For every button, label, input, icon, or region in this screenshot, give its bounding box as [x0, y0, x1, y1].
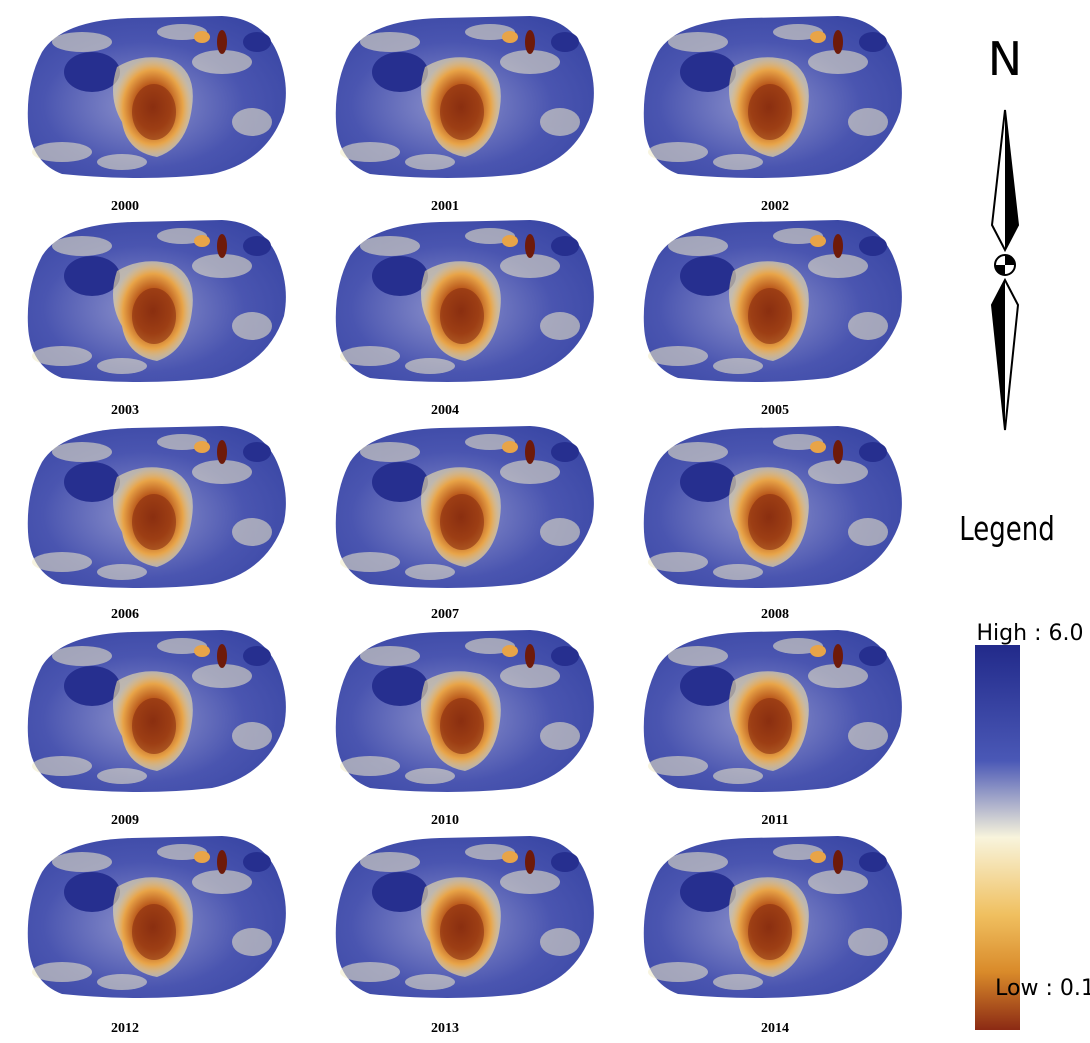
map-panel: [644, 426, 902, 588]
year-label: 2004: [431, 403, 459, 418]
year-label: 2000: [111, 199, 139, 214]
year-label: 2003: [111, 403, 139, 418]
legend: Legend High : 6.0 Low : 0.1: [959, 510, 1090, 1030]
year-label: 2008: [761, 607, 789, 622]
map-panel: [28, 630, 286, 792]
north-label: N: [988, 32, 1022, 86]
year-label: 2007: [431, 607, 459, 622]
legend-high: High : 6.0: [977, 621, 1084, 646]
legend-low: Low : 0.1: [995, 976, 1090, 1001]
map-panel: [644, 220, 902, 382]
map-panel: [644, 16, 902, 178]
map-panel: [336, 836, 594, 998]
figure: 2000 2001 2002 2003 2004 2005 2006 2007 2008 2009…: [0, 0, 1090, 1043]
map-panels: 2000 2001 2002 2003 2004 2005 2006 2007 2008 2009…: [28, 16, 902, 1036]
map-panel: [644, 836, 902, 998]
map-panel: [336, 426, 594, 588]
year-label: 2002: [761, 199, 789, 214]
map-panel: [336, 16, 594, 178]
map-panel: [336, 220, 594, 382]
north-arrow: N: [988, 32, 1022, 430]
year-label: 2013: [431, 1021, 459, 1036]
year-label: 2006: [111, 607, 139, 622]
year-label: 2005: [761, 403, 789, 418]
year-label: 2001: [431, 199, 459, 214]
year-label: 2014: [761, 1021, 789, 1036]
year-label: 2009: [111, 813, 139, 828]
map-panel: [644, 630, 902, 792]
map-panel: [28, 220, 286, 382]
year-label: 2012: [111, 1021, 139, 1036]
year-label: 2010: [431, 813, 459, 828]
legend-title: Legend: [959, 510, 1054, 548]
year-label: 2011: [761, 813, 788, 828]
map-panel: [28, 426, 286, 588]
map-panel: [28, 16, 286, 178]
map-panel: [28, 836, 286, 998]
color-scale: [975, 645, 1020, 1030]
map-panel: [336, 630, 594, 792]
